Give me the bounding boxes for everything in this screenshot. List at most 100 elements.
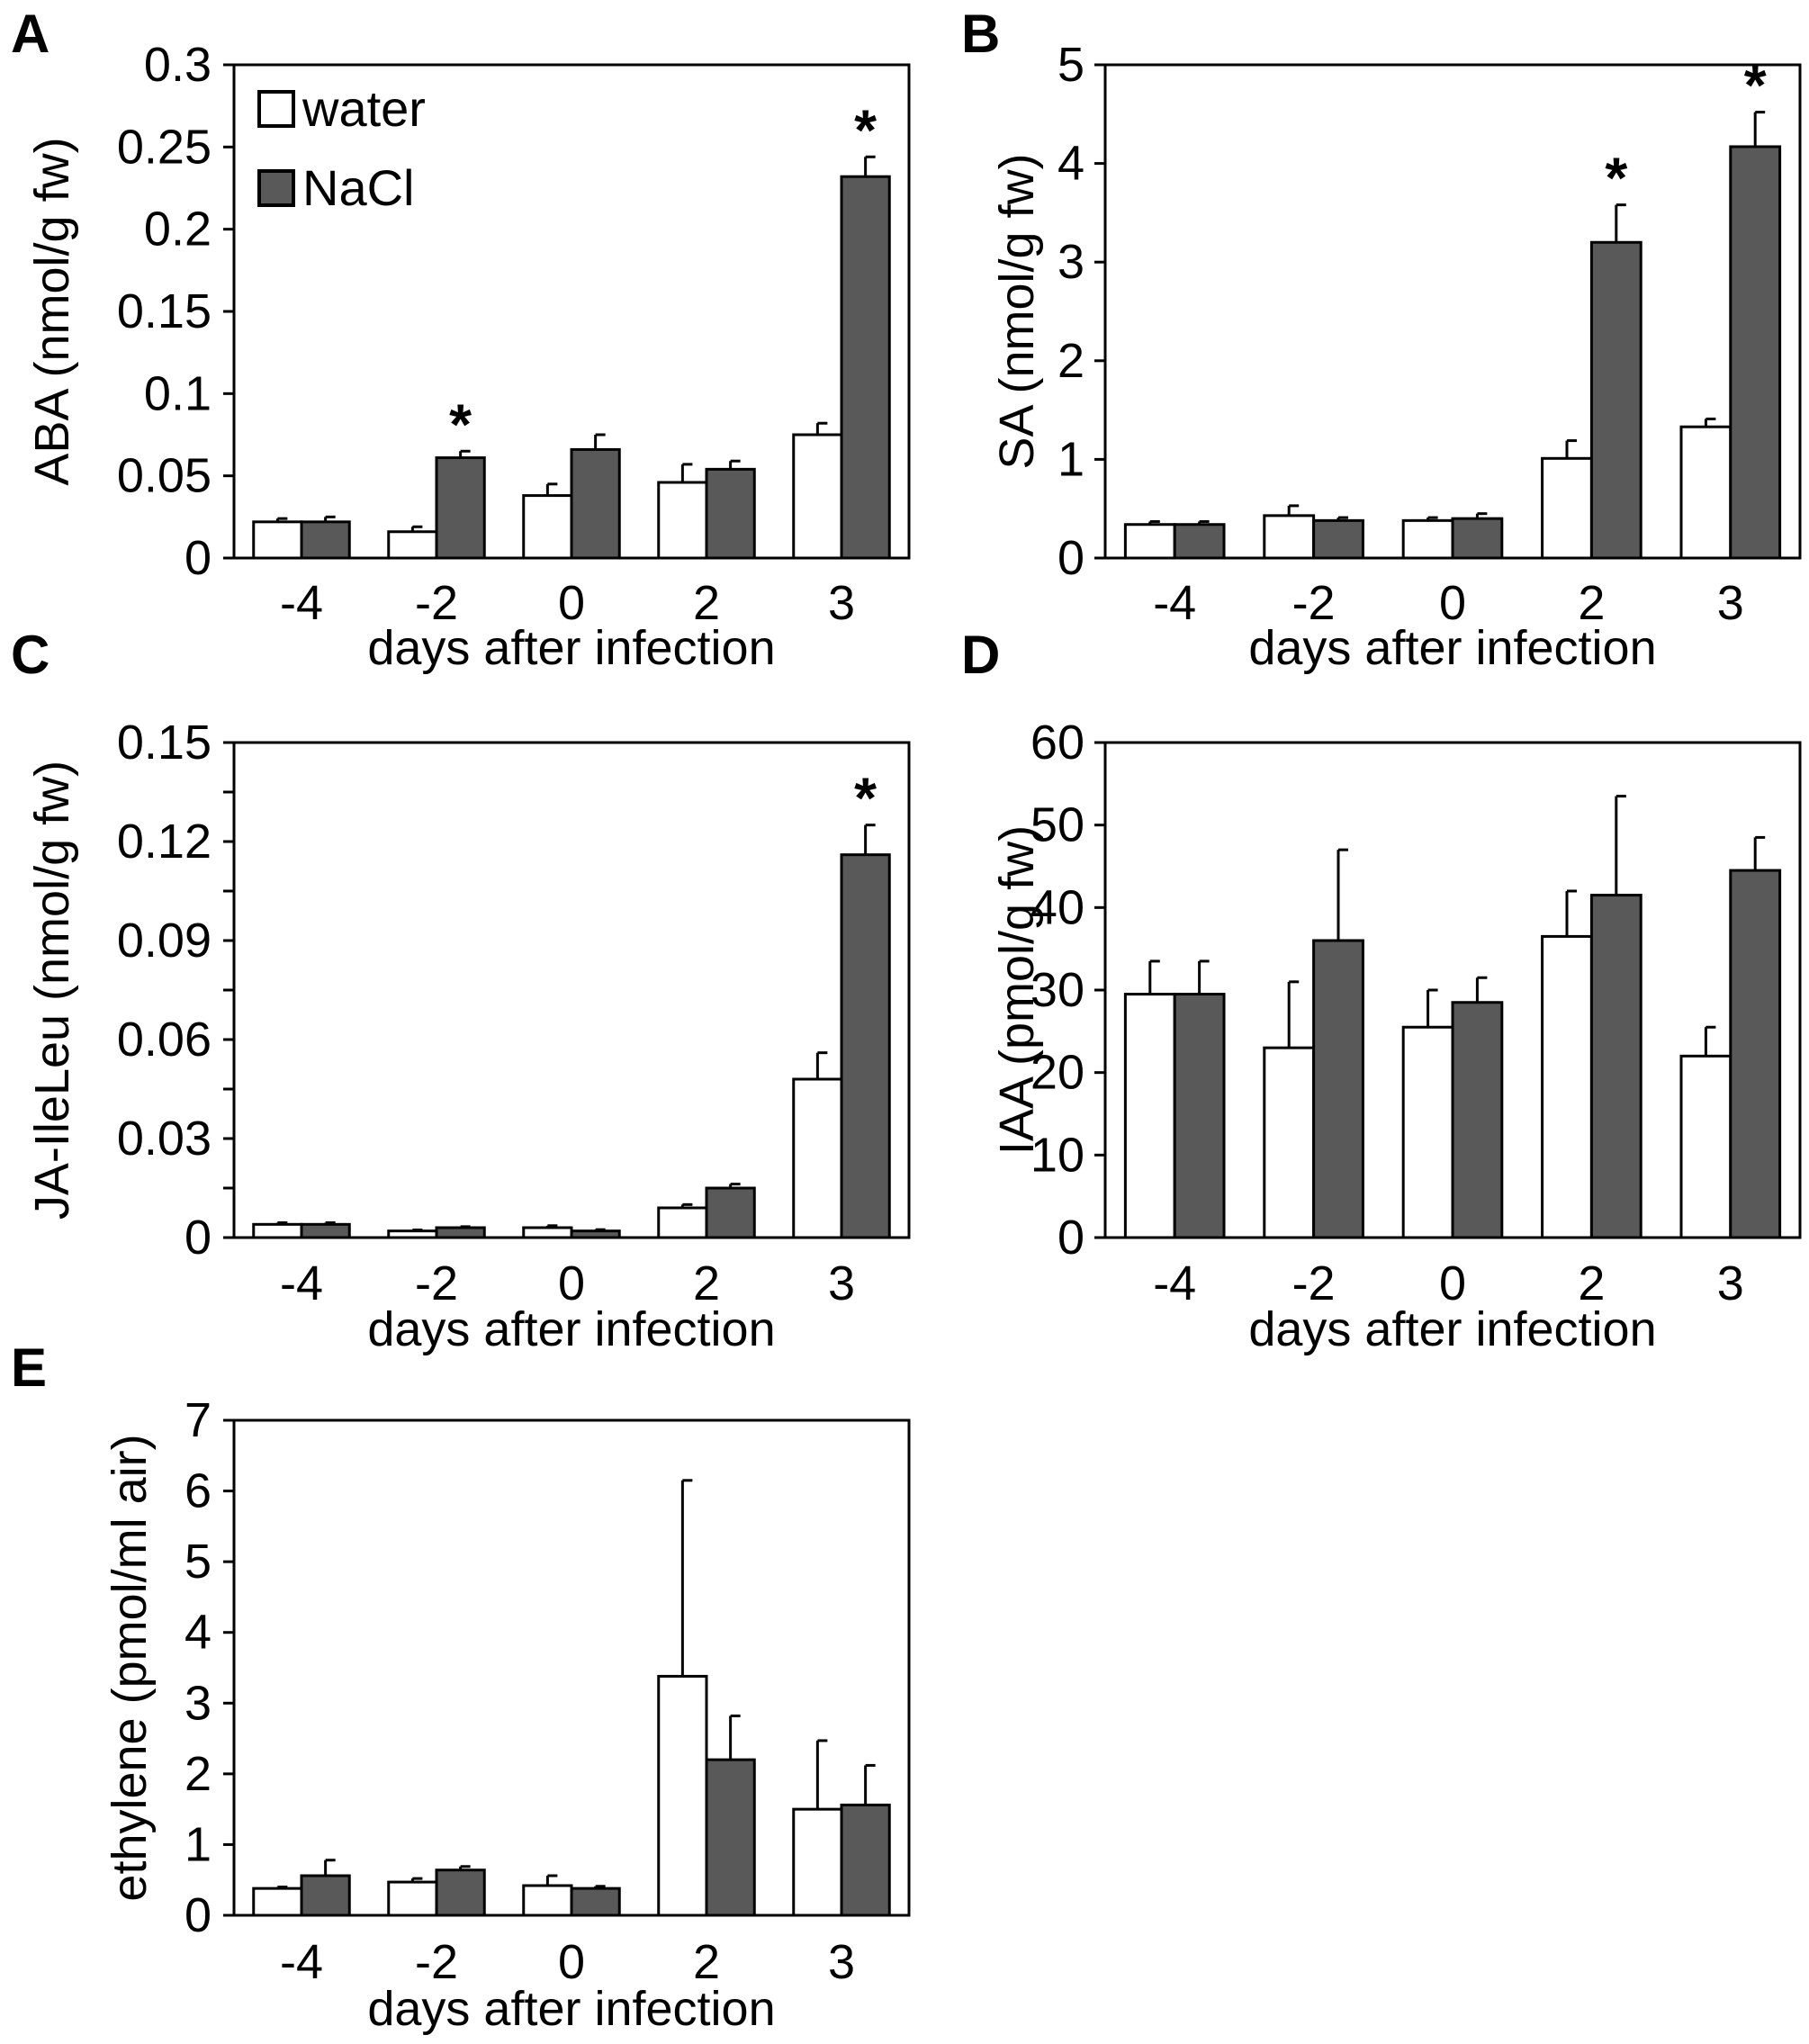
- y-tick-label: 4: [1058, 137, 1084, 191]
- y-tick-label: 0: [184, 1888, 212, 1942]
- chart-panel-b: B 0 1 2 3 4 5 SA (nmol/g fw) days after infectio…: [961, 4, 1802, 675]
- y-tick-label: 5: [184, 1535, 212, 1589]
- x-tick-label: -2: [415, 1935, 458, 1989]
- significance-marker: *: [1605, 146, 1627, 211]
- legend-label: water: [302, 80, 426, 137]
- x-axis-title: days after infection: [1248, 621, 1656, 675]
- y-tick-label: 1: [184, 1817, 212, 1871]
- bar-nacl: [300, 1222, 351, 1239]
- bar-water: [522, 1884, 573, 1917]
- y-tick-label: 2: [184, 1747, 212, 1801]
- bar-water: [657, 1206, 708, 1239]
- y-tick-label: 0.3: [144, 38, 212, 92]
- bar-water: [252, 1886, 303, 1917]
- y-axis-title: ethylene (pmol/ml air): [103, 1434, 157, 1901]
- bar-water: [252, 1222, 303, 1239]
- significance-marker: *: [854, 97, 877, 162]
- x-tick-label: 2: [693, 1256, 720, 1310]
- y-tick-label: 10: [1030, 1128, 1084, 1182]
- bar-nacl: [570, 1886, 621, 1917]
- bar-nacl: [705, 467, 756, 560]
- y-tick-label: 2: [1058, 334, 1084, 388]
- y-tick-label: 0.15: [117, 716, 212, 770]
- bar-nacl: [435, 456, 486, 560]
- x-tick-label: -2: [1292, 576, 1336, 630]
- bar-water: [1401, 1025, 1454, 1239]
- bar-water: [522, 494, 573, 560]
- x-tick-label: -4: [280, 576, 323, 630]
- x-axis-title: days after infection: [367, 1302, 775, 1356]
- y-tick-label: 0.06: [117, 1013, 212, 1067]
- x-axis-title: days after infection: [367, 1982, 775, 2036]
- bar-water: [792, 433, 843, 560]
- bar-water: [657, 1674, 708, 1917]
- bar-water: [1263, 1046, 1316, 1239]
- y-tick-label: 3: [1058, 235, 1084, 289]
- y-tick-label: 0: [184, 531, 212, 585]
- x-tick-label: 2: [693, 576, 720, 630]
- bar-nacl: [570, 1229, 621, 1239]
- x-tick-label: 0: [558, 1256, 585, 1310]
- bar-nacl: [840, 1803, 891, 1917]
- y-tick-label: 5: [1058, 38, 1084, 92]
- bar-water: [1123, 523, 1176, 560]
- chart-panel-c: C 0 0.03 0.06 0.09 0.12 0.15 JA-IleLeu (nmol/g …: [11, 625, 911, 1356]
- x-tick-label: 2: [693, 1935, 720, 1989]
- bar-nacl: [1589, 240, 1642, 560]
- y-tick-label: 0.12: [117, 815, 212, 869]
- x-axis-title: days after infection: [367, 621, 775, 675]
- significance-marker: *: [449, 392, 472, 456]
- bar-nacl: [840, 175, 891, 560]
- bar-nacl: [705, 1186, 756, 1239]
- y-axis-title: ABA (nmol/g fw): [25, 137, 79, 485]
- y-tick-label: 0.2: [144, 203, 212, 257]
- bar-nacl: [1451, 1001, 1504, 1239]
- bar-water: [1401, 518, 1454, 560]
- x-tick-label: 0: [1439, 1256, 1466, 1310]
- panel-letter: B: [961, 4, 1000, 64]
- y-tick-label: 60: [1030, 716, 1084, 770]
- x-tick-label: 2: [1578, 576, 1605, 630]
- legend-swatch-water: [257, 90, 295, 128]
- y-tick-label: 0: [184, 1211, 212, 1265]
- legend-label: NaCl: [302, 159, 414, 216]
- x-tick-label: -4: [1153, 1256, 1196, 1310]
- x-tick-label: -4: [280, 1256, 323, 1310]
- bar-nacl: [1312, 939, 1364, 1239]
- y-tick-label: 4: [184, 1606, 212, 1660]
- y-tick-label: 40: [1030, 880, 1084, 934]
- x-tick-label: 3: [828, 1935, 855, 1989]
- bar-nacl: [435, 1868, 486, 1917]
- legend-swatch-nacl: [257, 169, 295, 207]
- bar-nacl: [840, 853, 891, 1239]
- chart-panel-a: A 0 0.05 0.1 0.15 0.2 0.25 0.3 ABA (nmol/g fw) da…: [11, 4, 911, 675]
- x-tick-label: 3: [828, 1256, 855, 1310]
- x-tick-label: -2: [415, 1256, 458, 1310]
- bar-nacl: [1312, 518, 1364, 560]
- x-tick-label: -2: [1292, 1256, 1336, 1310]
- bar-water: [387, 530, 438, 560]
- x-tick-label: 2: [1578, 1256, 1605, 1310]
- y-tick-label: 0.1: [144, 366, 212, 420]
- bar-water: [1679, 1054, 1732, 1239]
- x-tick-label: 0: [1439, 576, 1466, 630]
- bar-water: [792, 1807, 843, 1917]
- y-axis-title: SA (nmol/g fw): [990, 153, 1044, 469]
- x-tick-label: -2: [415, 576, 458, 630]
- bar-water: [387, 1880, 438, 1917]
- y-tick-label: 0.03: [117, 1112, 212, 1166]
- chart-panel-e: E 0 1 2 3 4 5 6 7 ethylene (pmol/ml air) days afte…: [11, 1337, 911, 2036]
- y-axis-title: JA-IleLeu (nmol/g fw): [25, 761, 79, 1220]
- bar-water: [1123, 993, 1176, 1239]
- y-tick-label: 0: [1058, 1211, 1084, 1265]
- y-tick-label: 0.15: [117, 284, 212, 338]
- panel-letter: E: [11, 1337, 47, 1398]
- bar-water: [1263, 514, 1316, 560]
- y-tick-label: 30: [1030, 963, 1084, 1017]
- bar-water: [522, 1226, 573, 1239]
- bar-nacl: [435, 1226, 486, 1239]
- bar-nacl: [1451, 517, 1504, 560]
- bar-nacl: [570, 447, 621, 560]
- bar-nacl: [1589, 894, 1642, 1239]
